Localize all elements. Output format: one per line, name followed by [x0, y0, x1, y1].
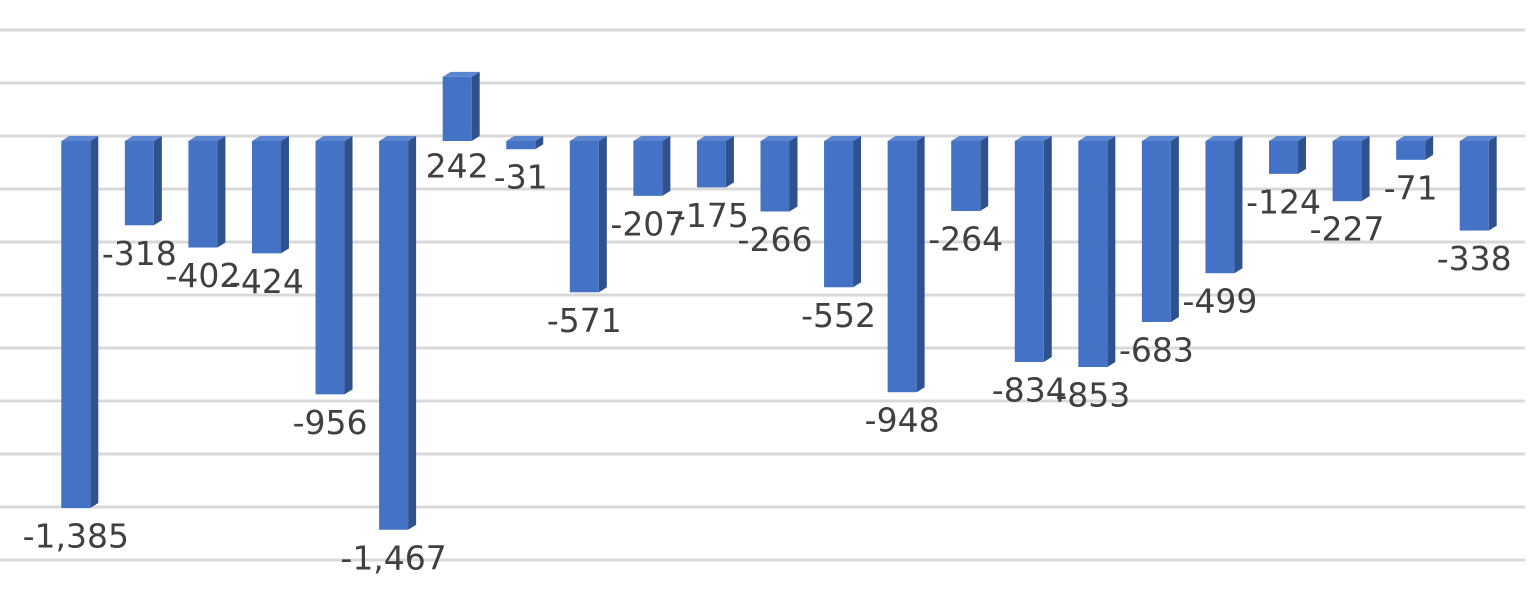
bar-top	[569, 136, 607, 141]
value-label: -175	[674, 196, 749, 235]
bar	[124, 141, 154, 226]
bar-side	[344, 136, 353, 395]
bar-side	[280, 136, 289, 254]
bar	[188, 141, 218, 248]
bar	[1459, 141, 1489, 231]
bar-side	[1107, 136, 1116, 368]
bar	[1396, 141, 1426, 160]
bar	[1205, 141, 1235, 274]
bar	[1078, 141, 1108, 368]
bar-top	[1014, 136, 1052, 141]
bar	[760, 141, 790, 212]
value-label: -318	[102, 234, 177, 273]
bar	[442, 76, 472, 141]
bar	[1141, 141, 1171, 322]
bar-side	[916, 136, 925, 393]
bar	[506, 141, 536, 150]
bar-top	[951, 136, 989, 141]
value-label: -266	[738, 220, 813, 259]
bar-side	[1043, 136, 1052, 363]
bar-top	[633, 136, 671, 141]
bar-side	[535, 136, 544, 150]
bar-top	[251, 136, 289, 141]
bar	[1269, 141, 1299, 174]
bar-side	[408, 136, 417, 530]
value-label: -834	[992, 371, 1067, 410]
value-label: -207	[610, 204, 685, 243]
bar	[887, 141, 917, 393]
bar-side	[471, 71, 480, 141]
value-label: -571	[547, 301, 622, 340]
bar-top	[696, 136, 734, 141]
bar-top	[1396, 136, 1434, 141]
bar-side	[1361, 136, 1370, 202]
bar	[379, 141, 409, 530]
bar-top	[124, 136, 162, 141]
bar	[569, 141, 599, 293]
value-label: -1,467	[340, 538, 446, 577]
bar	[696, 141, 726, 188]
bar-top	[760, 136, 798, 141]
value-label: -227	[1310, 210, 1385, 249]
bar-top	[315, 136, 353, 141]
bar-top	[1332, 136, 1370, 141]
bar-side	[1425, 136, 1434, 160]
bar	[251, 141, 281, 254]
bar-top	[379, 136, 417, 141]
bar-top	[824, 136, 862, 141]
bar-side	[153, 136, 162, 226]
bar	[951, 141, 981, 211]
bar-side	[1298, 136, 1307, 174]
bar	[315, 141, 345, 395]
bar-side	[1488, 136, 1497, 231]
bar-side	[853, 136, 862, 288]
bar-top	[1078, 136, 1116, 141]
bar-top	[61, 136, 99, 141]
bar-top	[442, 71, 480, 77]
bar	[61, 141, 91, 509]
bar-top	[1141, 136, 1179, 141]
bar	[633, 141, 663, 196]
bar-top	[1459, 136, 1497, 141]
value-label: -956	[293, 403, 368, 442]
value-label: -264	[928, 219, 1003, 258]
value-label: -71	[1384, 168, 1438, 207]
bar-top	[188, 136, 226, 141]
bar	[824, 141, 854, 288]
bar	[1332, 141, 1362, 202]
bar-side	[1234, 136, 1243, 274]
bar-top	[506, 136, 544, 141]
bar-top	[887, 136, 925, 141]
bar-side	[980, 136, 989, 211]
value-label: -124	[1246, 182, 1321, 221]
value-label: -499	[1183, 282, 1258, 321]
bar-side	[598, 136, 607, 293]
value-label: -424	[229, 262, 304, 301]
bar-side	[725, 136, 734, 188]
value-label: -1,385	[23, 517, 129, 556]
bar-top	[1205, 136, 1243, 141]
value-label: -853	[1055, 376, 1130, 415]
value-label: -31	[494, 158, 548, 197]
value-label: -552	[801, 296, 876, 335]
bar	[1014, 141, 1044, 363]
value-label: -338	[1437, 239, 1512, 278]
value-label: 242	[426, 147, 489, 186]
bar-side	[662, 136, 671, 196]
bar-side	[217, 136, 226, 248]
value-label: -683	[1119, 330, 1194, 369]
value-label: -948	[865, 401, 940, 440]
bar-side	[90, 136, 99, 509]
bar-top	[1269, 136, 1307, 141]
bar-side	[1170, 136, 1179, 322]
bar-side	[789, 136, 798, 212]
value-label: -402	[165, 256, 240, 295]
